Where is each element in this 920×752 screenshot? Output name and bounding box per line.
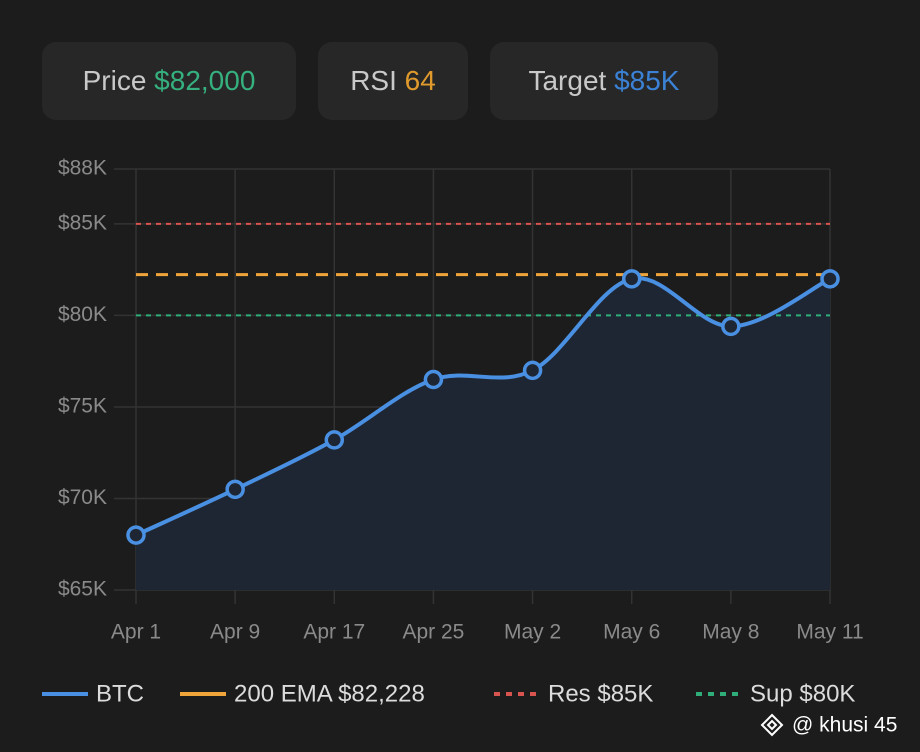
y-tick-label: $80K — [58, 303, 107, 326]
point — [423, 369, 444, 390]
x-tick-label: Apr 1 — [111, 621, 161, 644]
point — [324, 430, 345, 450]
x-tick-label: May 8 — [702, 621, 759, 644]
watermark: @ khusi 45 — [792, 714, 897, 737]
card-value: $85K — [614, 65, 680, 96]
card-label: Price — [82, 65, 147, 96]
stat-card: Target $85K — [490, 42, 718, 120]
card-label: Target — [528, 65, 607, 96]
x-tick-label: May 2 — [504, 621, 561, 644]
y-tick-label: $70K — [58, 486, 107, 509]
point — [522, 360, 543, 381]
legend-label: Res $85K — [548, 680, 653, 707]
x-tick-label: Apr 9 — [210, 621, 260, 644]
point — [820, 269, 840, 289]
area — [136, 278, 830, 590]
card-value: $82,000 — [154, 65, 256, 96]
x-tick-label: Apr 25 — [402, 621, 464, 644]
point — [721, 316, 741, 337]
y-tick-label: $65K — [58, 578, 107, 601]
y-tick-label: $88K — [58, 157, 107, 180]
watermark-icon — [760, 713, 784, 737]
point — [621, 269, 642, 289]
y-tick-label: $75K — [58, 395, 107, 418]
card-value: 64 — [404, 65, 436, 96]
legend-label: Sup $80K — [750, 680, 855, 707]
x-tick-label: May 6 — [603, 621, 660, 644]
stat-card: Price $82,000 — [42, 42, 296, 120]
point — [126, 525, 146, 545]
x-tick-label: Apr 17 — [303, 621, 365, 644]
legend-label: 200 EMA $82,228 — [234, 680, 425, 707]
legend-label: BTC — [96, 680, 144, 707]
y-tick-label: $85K — [58, 211, 107, 234]
line — [135, 276, 831, 537]
stat-card: RSI 64 — [318, 42, 468, 120]
x-tick-label: May 11 — [796, 621, 863, 644]
card-label: RSI — [350, 65, 397, 96]
point — [225, 479, 245, 500]
